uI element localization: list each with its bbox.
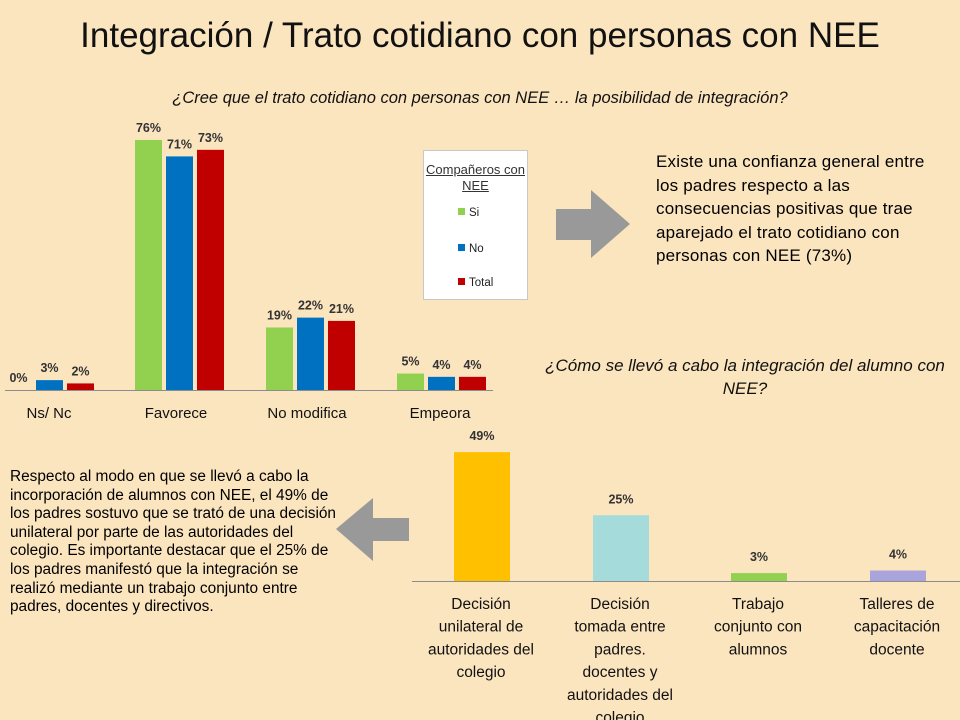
chart2-bar-2	[731, 573, 787, 581]
chart1-category-label: No modifica	[267, 405, 347, 422]
chart1-bar-total-3	[459, 376, 486, 390]
legend-label: No	[469, 243, 484, 255]
chart2-question: ¿Cómo se llevó a cabo la integración del…	[545, 356, 945, 398]
chart1-category-label: Empeora	[410, 405, 472, 422]
chart1-bar-no-0	[36, 380, 63, 390]
legend-item-total: Total	[458, 277, 493, 289]
chart1-category-label: Favorece	[145, 405, 208, 422]
legend-item-si: Si	[458, 207, 479, 219]
legend-swatch	[458, 244, 465, 251]
chart1-bar-no-2	[297, 317, 324, 390]
chart1-bar-total-2	[328, 320, 355, 390]
chart1-data-label: 71%	[167, 137, 192, 151]
chart1-data-label: 19%	[267, 308, 292, 322]
chart1-bar-no-1	[166, 156, 193, 390]
arrow-left-icon	[336, 498, 409, 561]
chart2-category-label: Talleres de capacitación docente	[854, 596, 940, 658]
chart1-bar-total-1	[197, 149, 224, 390]
chart1-legend: Compañeros con NEE Si No Total	[423, 150, 528, 300]
chart-integration-method: 49% 25% 3% 4% Decisión unilateral de autoridad…	[412, 429, 960, 720]
chart2-category-label: Decisión unilateral de autoridades del cole…	[428, 596, 534, 681]
chart1-bar-total-0	[67, 383, 94, 390]
chart2-category-label: Trabajo conjunto con alumnos	[714, 596, 802, 658]
legend-label: Total	[469, 277, 494, 289]
chart1-data-label: 4%	[432, 358, 450, 372]
legend-title: Compañeros con NEE	[426, 162, 525, 193]
chart1-data-label: 21%	[329, 302, 354, 316]
chart1-category-label: Ns/ Nc	[27, 405, 73, 422]
legend-swatch	[458, 278, 465, 285]
chart2-data-label: 49%	[469, 429, 494, 443]
conclusion-text-right: Existe una confianza general entre los p…	[656, 152, 925, 265]
chart1-data-label: 0%	[9, 371, 27, 385]
chart1-data-label: 22%	[298, 299, 323, 313]
chart2-data-label: 25%	[608, 492, 633, 506]
chart1-bar-si-2	[266, 327, 293, 390]
chart1-data-label: 73%	[198, 131, 223, 145]
chart1-data-label: 2%	[71, 364, 89, 378]
chart2-data-label: 3%	[750, 550, 768, 564]
chart1-data-label: 5%	[401, 355, 419, 369]
chart1-bar-si-1	[135, 139, 162, 390]
page-title: Integración / Trato cotidiano con person…	[80, 16, 880, 55]
legend-swatch	[458, 208, 465, 215]
chart1-data-label: 76%	[136, 121, 161, 135]
chart1-question: ¿Cree que el trato cotidiano con persona…	[172, 89, 788, 107]
legend-label: Si	[469, 207, 480, 219]
chart1-bar-no-3	[428, 376, 455, 390]
chart2-category-label: Decisión tomada entre padres. docentes y aut…	[567, 596, 673, 720]
arrow-right-icon	[556, 190, 630, 258]
legend-item-no: No	[458, 243, 484, 255]
chart1-data-label: 3%	[40, 361, 58, 375]
chart2-data-label: 4%	[889, 547, 907, 561]
chart-integration-effect: 0% 76% 19% 5% 3% 71% 22% 4% 2% 73% 21% 4% Ns/ Nc Favo…	[5, 121, 493, 422]
chart1-data-label: 4%	[463, 358, 481, 372]
chart1-bar-si-3	[397, 373, 424, 390]
chart2-bar-0	[454, 452, 510, 581]
conclusion-text-left: Respecto al modo en que se llevó a cabo …	[10, 468, 336, 616]
chart2-bar-3	[870, 570, 926, 581]
chart2-bar-1	[593, 515, 649, 581]
